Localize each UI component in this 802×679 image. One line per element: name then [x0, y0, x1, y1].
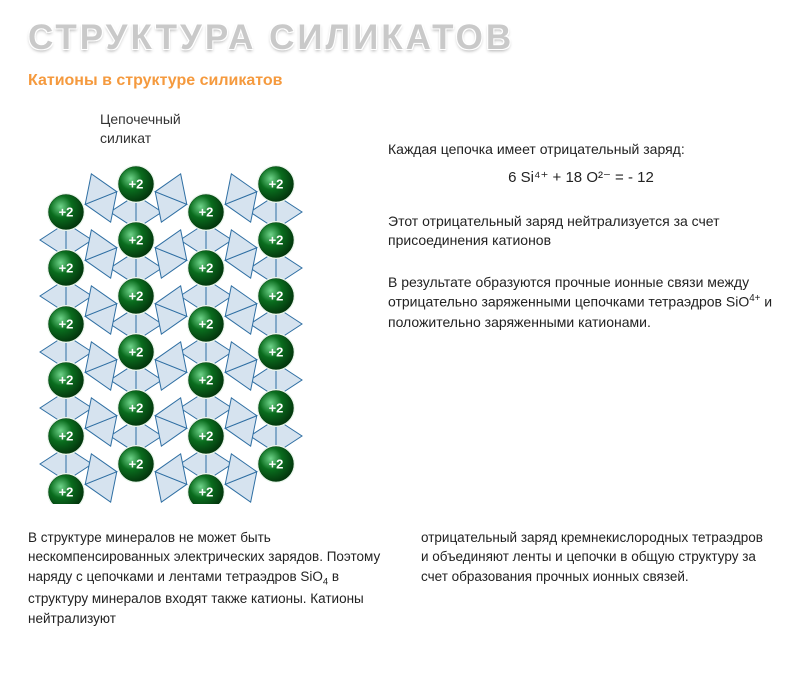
- cation-charge-label: +2: [199, 372, 214, 387]
- bottom-right-text: отрицательный заряд кремнекислородных те…: [421, 528, 774, 629]
- cation-charge-label: +2: [59, 484, 74, 499]
- left-column: Цепочечный силикат +2+2+2+2+2+2+2+2+2+2+…: [28, 110, 358, 504]
- cation-charge-label: +2: [129, 456, 144, 471]
- cation-charge-label: +2: [59, 260, 74, 275]
- right-column: Каждая цепочка имеет отрицательный заряд…: [388, 110, 774, 504]
- cation-charge-label: +2: [129, 176, 144, 191]
- charge-intro-text: Каждая цепочка имеет отрицательный заряд…: [388, 140, 774, 160]
- two-columns: Цепочечный силикат +2+2+2+2+2+2+2+2+2+2+…: [28, 110, 774, 504]
- chain-label-line2: силикат: [100, 130, 151, 146]
- cation-charge-label: +2: [129, 232, 144, 247]
- cation-charge-label: +2: [269, 456, 284, 471]
- cation-charge-label: +2: [199, 316, 214, 331]
- main-title: СТРУКТУРА СИЛИКАТОВ: [28, 18, 774, 58]
- labels-group: +2 +2 +2 +2 +2 +2 +2 +2 +2 +2 +2 +2 +2 +2 +2 +2 +2 +2 +2 +2…: [59, 176, 284, 499]
- ionic-bonds-part-a: В результате образуются прочные ионные с…: [388, 274, 749, 310]
- cation-charge-label: +2: [129, 288, 144, 303]
- cation-charge-label: +2: [199, 260, 214, 275]
- cation-charge-label: +2: [269, 176, 284, 191]
- cation-charge-label: +2: [269, 232, 284, 247]
- neutralization-text: Этот отрицательный заряд нейтрализуется …: [388, 212, 774, 251]
- cation-charge-label: +2: [199, 484, 214, 499]
- cation-charge-label: +2: [269, 344, 284, 359]
- cation-charge-label: +2: [59, 428, 74, 443]
- chain-diagram: +2 +2 +2 +2 +2 +2 +2 +2 +2 +2 +2 +2 +2 +2 +2 +2 +2 +2 +2 +2…: [28, 154, 318, 504]
- cation-charge-label: +2: [59, 316, 74, 331]
- cation-charge-label: +2: [129, 344, 144, 359]
- subtitle: Катионы в структуре силикатов: [28, 72, 774, 90]
- cation-charge-label: +2: [199, 204, 214, 219]
- cation-charge-label: +2: [269, 400, 284, 415]
- cation-charge-label: +2: [269, 288, 284, 303]
- sio-charge-superscript: 4+: [749, 293, 760, 304]
- cation-charge-label: +2: [199, 428, 214, 443]
- bottom-columns: В структуре минералов не может быть неск…: [28, 528, 774, 629]
- chain-label-line1: Цепочечный: [100, 111, 181, 127]
- bottom-left-text: В структуре минералов не может быть неск…: [28, 528, 381, 629]
- cation-charge-label: +2: [59, 204, 74, 219]
- chain-structure-label: Цепочечный силикат: [28, 110, 358, 148]
- cation-charge-label: +2: [59, 372, 74, 387]
- page-root: СТРУКТУРА СИЛИКАТОВ Катионы в структуре …: [0, 0, 802, 679]
- charge-equation: 6 Si⁴⁺ + 18 O²⁻ = - 12: [388, 168, 774, 186]
- cation-charge-label: +2: [129, 400, 144, 415]
- ionic-bonds-text: В результате образуются прочные ионные с…: [388, 273, 774, 332]
